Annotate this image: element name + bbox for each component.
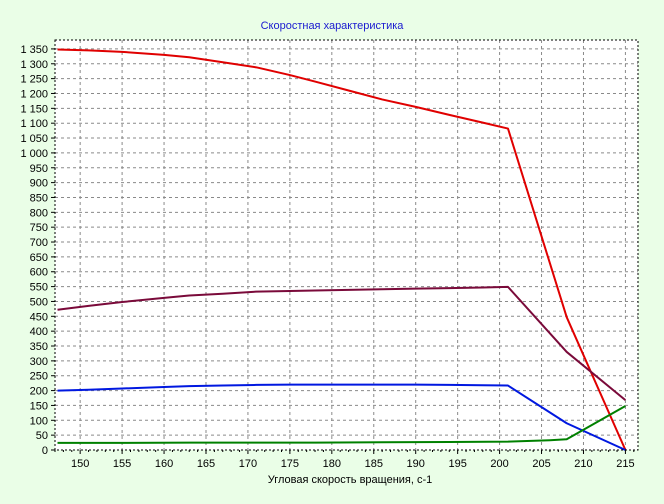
- x-tick-label: 185: [365, 458, 383, 470]
- x-tick-label: 195: [448, 458, 466, 470]
- x-axis-title: Угловая скорость вращения, с-1: [268, 474, 433, 486]
- series-line-3: [57, 383, 626, 451]
- grid: [55, 40, 638, 450]
- x-tick-label: 205: [532, 458, 550, 470]
- y-tick-label: 800: [30, 207, 48, 219]
- y-tick-label: 750: [30, 222, 48, 234]
- x-tick-label: 155: [113, 458, 131, 470]
- y-tick-label: 350: [30, 341, 48, 353]
- x-tick-label: 180: [323, 458, 341, 470]
- y-tick-label: 1 100: [20, 118, 48, 130]
- plot-border: [54, 39, 639, 451]
- x-tick-label: 175: [281, 458, 299, 470]
- y-tick-label: 1 150: [20, 103, 48, 115]
- y-tick-label: 0: [42, 445, 48, 457]
- y-tick-label: 1 300: [20, 59, 48, 71]
- y-tick-label: 650: [30, 252, 48, 264]
- y-tick-label: 600: [30, 267, 48, 279]
- x-tick-label: 150: [71, 458, 89, 470]
- y-tick-label: 50: [36, 430, 48, 442]
- y-tick-label: 550: [30, 282, 48, 294]
- y-axis: 0 50 100 150 200 250 300 350 400 450 500 550 600 650 7…: [20, 44, 55, 457]
- y-tick-label: 1 250: [20, 74, 48, 86]
- x-tick-label: 200: [490, 458, 508, 470]
- series-layer: [57, 48, 627, 451]
- x-tick-label: 190: [407, 458, 425, 470]
- chart-title: Скоростная характеристика: [261, 20, 405, 32]
- y-tick-label: 200: [30, 386, 48, 398]
- y-tick-label: 850: [30, 192, 48, 204]
- y-tick-label: 700: [30, 237, 48, 249]
- x-axis: 150 155 160 165 170 175 180 185 190 195 200 205 210 2…: [54, 450, 635, 470]
- series-line-2: [57, 285, 627, 401]
- series-line-4: [57, 405, 626, 444]
- y-tick-label: 450: [30, 311, 48, 323]
- y-tick-label: 250: [30, 371, 48, 383]
- y-tick-label: 900: [30, 178, 48, 190]
- y-tick-label: 1 350: [20, 44, 48, 56]
- x-tick-label: 165: [197, 458, 215, 470]
- x-tick-label: 160: [155, 458, 173, 470]
- y-tick-label: 100: [30, 415, 48, 427]
- y-tick-label: 150: [30, 400, 48, 412]
- x-tick-label: 170: [239, 458, 257, 470]
- x-tick-label: 215: [616, 458, 634, 470]
- y-tick-label: 950: [30, 163, 48, 175]
- y-tick-label: 1 200: [20, 88, 48, 100]
- y-tick-label: 300: [30, 356, 48, 368]
- x-tick-label: 210: [574, 458, 592, 470]
- y-tick-label: 400: [30, 326, 48, 338]
- y-tick-label: 500: [30, 296, 48, 308]
- series-line-1: [57, 48, 627, 451]
- y-tick-label: 1 050: [20, 133, 48, 145]
- y-tick-label: 1 000: [20, 148, 48, 160]
